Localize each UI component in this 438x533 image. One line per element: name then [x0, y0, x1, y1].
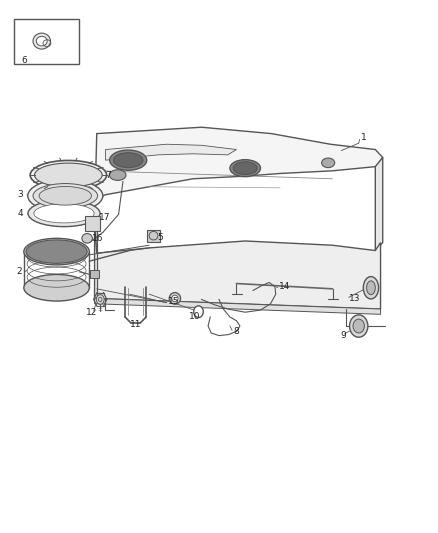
Text: 16: 16 [92, 235, 103, 244]
Ellipse shape [24, 274, 89, 301]
Text: 10: 10 [189, 312, 201, 321]
Ellipse shape [35, 163, 102, 187]
Ellipse shape [230, 160, 261, 176]
Text: 17: 17 [99, 213, 110, 222]
Text: 13: 13 [349, 294, 360, 303]
Ellipse shape [110, 150, 147, 170]
Ellipse shape [350, 315, 368, 337]
Ellipse shape [33, 183, 98, 208]
Ellipse shape [110, 169, 126, 180]
Bar [90, 270, 99, 278]
Text: 4: 4 [17, 209, 23, 218]
Polygon shape [95, 298, 381, 314]
Ellipse shape [39, 187, 92, 205]
Text: 7: 7 [106, 171, 111, 180]
Text: 12: 12 [86, 308, 98, 317]
Ellipse shape [34, 204, 94, 223]
Text: 11: 11 [131, 320, 142, 329]
Bar [14, 19, 79, 64]
Text: 6: 6 [21, 56, 28, 64]
Ellipse shape [172, 295, 178, 302]
Ellipse shape [367, 281, 375, 295]
Ellipse shape [96, 295, 104, 304]
Ellipse shape [82, 233, 92, 243]
Polygon shape [95, 217, 381, 309]
Ellipse shape [169, 293, 180, 304]
Text: 14: 14 [279, 282, 291, 291]
Ellipse shape [353, 319, 364, 333]
Text: 9: 9 [340, 331, 346, 340]
Polygon shape [92, 127, 383, 217]
Ellipse shape [28, 200, 100, 227]
Bar [147, 230, 159, 242]
Ellipse shape [194, 306, 203, 318]
Text: 1: 1 [361, 133, 367, 142]
Polygon shape [375, 158, 383, 251]
Ellipse shape [363, 277, 378, 299]
Ellipse shape [321, 158, 335, 167]
Ellipse shape [233, 162, 257, 174]
Text: 15: 15 [167, 296, 179, 305]
Ellipse shape [28, 179, 103, 212]
Ellipse shape [36, 36, 47, 46]
Ellipse shape [26, 240, 87, 263]
Ellipse shape [33, 33, 50, 49]
Ellipse shape [24, 238, 89, 265]
Ellipse shape [113, 153, 143, 167]
Polygon shape [106, 144, 237, 160]
Ellipse shape [30, 160, 106, 190]
Text: 8: 8 [233, 327, 239, 336]
Text: 5: 5 [157, 233, 163, 242]
Bar [85, 216, 100, 231]
Text: 2: 2 [16, 268, 21, 276]
Text: 3: 3 [17, 190, 23, 199]
